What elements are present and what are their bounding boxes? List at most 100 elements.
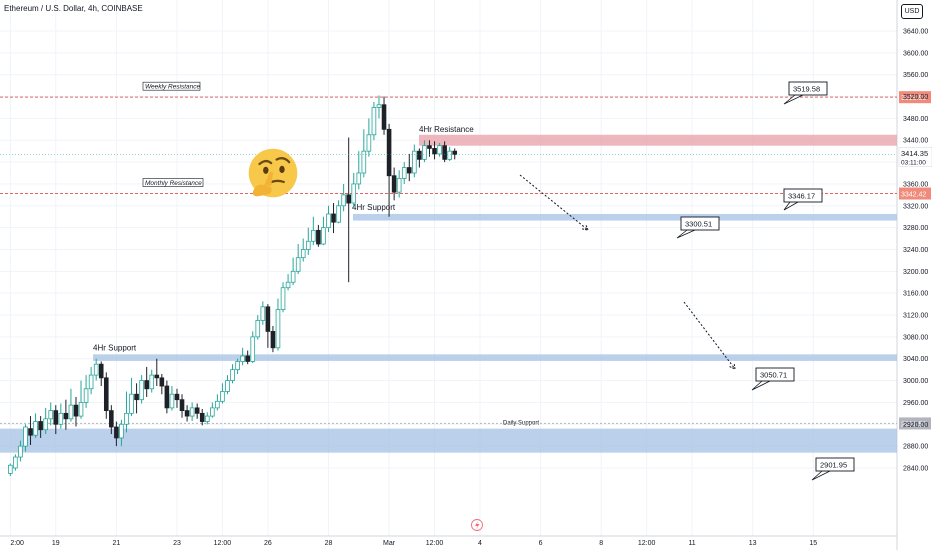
candle-body bbox=[432, 148, 437, 155]
candle-body bbox=[336, 205, 341, 223]
zone-label: 4Hr Support bbox=[352, 203, 396, 212]
price-tick-label: 3360.00 bbox=[903, 181, 928, 188]
candle-layer bbox=[8, 95, 458, 477]
candle-body bbox=[13, 456, 18, 469]
candle-body bbox=[406, 167, 412, 174]
arrow-head-icon bbox=[729, 362, 736, 370]
zone-1 bbox=[353, 213, 897, 221]
zone-0 bbox=[419, 134, 897, 146]
time-tick-label: 6 bbox=[539, 540, 543, 547]
candle-body bbox=[381, 104, 387, 130]
candle-body bbox=[285, 281, 291, 289]
candle-body bbox=[401, 167, 407, 179]
level-price-text: 2921.52 bbox=[901, 421, 926, 428]
candle-body bbox=[83, 388, 89, 403]
price-tick-label: 3320.00 bbox=[903, 203, 928, 210]
candle-body bbox=[295, 257, 301, 272]
candle-body bbox=[235, 361, 240, 371]
candle-body bbox=[134, 393, 139, 401]
price-tick-label: 3200.00 bbox=[903, 269, 928, 276]
candle-body bbox=[331, 213, 336, 223]
callout-text: 3346.17 bbox=[788, 192, 815, 201]
candle-body bbox=[58, 412, 64, 425]
candle-body bbox=[225, 380, 230, 392]
level-label: Monthly Resistance bbox=[145, 180, 202, 187]
level-label-box bbox=[142, 178, 204, 187]
level-price-tag bbox=[899, 417, 931, 430]
candle-body bbox=[139, 380, 144, 401]
price-tick-label: 2840.00 bbox=[903, 465, 928, 472]
time-tick-label: 21 bbox=[112, 540, 120, 547]
zone-label: 4Hr Support bbox=[93, 343, 137, 352]
candle-body bbox=[386, 128, 392, 177]
candle-body bbox=[305, 240, 311, 250]
candle-body bbox=[159, 377, 165, 387]
price-tick-label: 3000.00 bbox=[903, 378, 928, 385]
callout-box bbox=[788, 81, 828, 96]
time-tick-label: 13 bbox=[749, 540, 757, 547]
candle-body bbox=[366, 134, 372, 152]
callout-box bbox=[755, 367, 795, 382]
candle-body bbox=[43, 418, 48, 431]
current-price-text: 3414.35 bbox=[901, 149, 928, 158]
candle-body bbox=[422, 145, 427, 160]
candle-body bbox=[184, 410, 190, 417]
price-tick-label: 3520.00 bbox=[903, 94, 928, 101]
price-axis: 3640.00 3600.00 3560.00 3520.00 3480.00 3440.… bbox=[0, 29, 932, 472]
time-tick-label: 12:00 bbox=[426, 540, 444, 547]
callout-box bbox=[783, 188, 823, 203]
current-price-tag bbox=[898, 147, 932, 167]
callout-box bbox=[815, 457, 855, 472]
candle-body bbox=[351, 183, 357, 204]
candle-body bbox=[230, 369, 235, 381]
candle-body bbox=[38, 421, 43, 431]
candle-body bbox=[250, 336, 256, 362]
callout-box bbox=[680, 216, 720, 231]
candle-body bbox=[321, 227, 326, 245]
candle-body bbox=[93, 363, 99, 376]
lightning-bolt bbox=[475, 521, 480, 530]
candle-body bbox=[275, 309, 281, 349]
candle-body bbox=[119, 423, 124, 439]
candle-body bbox=[215, 400, 220, 409]
time-tick-label: 11 bbox=[688, 540, 695, 547]
candle-body bbox=[396, 178, 402, 193]
candle-body bbox=[376, 104, 382, 108]
zone-2 bbox=[93, 354, 897, 361]
candle-body bbox=[391, 175, 397, 193]
candle-body bbox=[199, 412, 205, 422]
price-tick-label: 3080.00 bbox=[903, 334, 928, 341]
currency-button[interactable]: USD bbox=[901, 4, 923, 19]
price-tick-label: 3480.00 bbox=[903, 116, 928, 123]
time-tick-label: 2:00 bbox=[10, 540, 24, 547]
candle-body bbox=[8, 464, 13, 474]
candle-body bbox=[326, 213, 331, 229]
arrow-head-icon bbox=[582, 224, 589, 231]
candle-body bbox=[371, 107, 377, 136]
candle-body bbox=[78, 402, 84, 417]
candle-body bbox=[149, 374, 155, 390]
candle-body bbox=[73, 404, 79, 417]
price-tick-label: 2960.00 bbox=[903, 400, 928, 407]
level-label-box bbox=[142, 81, 201, 91]
price-tick-label: 3040.00 bbox=[903, 356, 928, 363]
candle-body bbox=[68, 404, 74, 420]
candle-body bbox=[447, 150, 452, 160]
candle-body bbox=[270, 331, 276, 349]
callout-text: 3519.58 bbox=[793, 85, 820, 94]
thinking-face-icon bbox=[248, 148, 298, 198]
time-axis: 2:00 19 21 23 12:00 26 28 Mar 12:00 4 6 8 12:00 11 13 1… bbox=[10, 540, 817, 547]
time-tick-label: 4 bbox=[478, 540, 482, 547]
level-layer: Weekly Resistance 3518.83 Monthly Resistan… bbox=[0, 81, 931, 430]
candle-body bbox=[240, 355, 245, 362]
candle-body bbox=[194, 407, 200, 414]
candle-body bbox=[417, 150, 422, 160]
time-tick-label: 19 bbox=[52, 540, 60, 547]
candle-body bbox=[154, 374, 160, 379]
candle-body bbox=[129, 393, 134, 414]
price-tick-label: 3640.00 bbox=[903, 29, 928, 36]
candle-body bbox=[169, 393, 175, 409]
candle-body bbox=[361, 150, 367, 174]
